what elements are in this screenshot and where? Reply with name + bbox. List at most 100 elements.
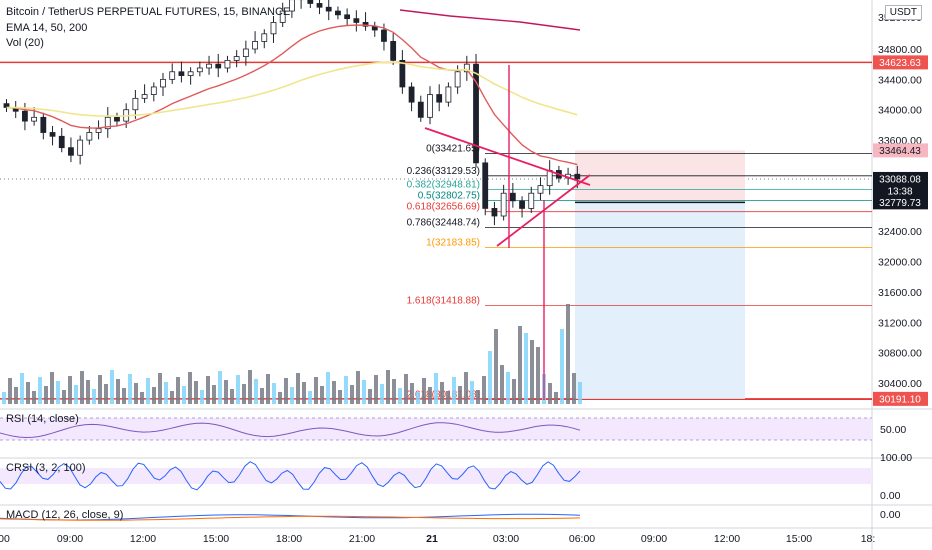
volume-bar [458, 386, 462, 404]
candle-up [196, 67, 203, 73]
candle-down [22, 110, 28, 122]
volume-bar [68, 376, 72, 404]
ema-50-line [6, 61, 578, 118]
price-tag-bg [873, 183, 928, 198]
symbol-title: Bitcoin / TetherUS PERPETUAL FUTURES, 15… [6, 6, 291, 18]
candle-up [500, 192, 507, 217]
volume-bar [518, 326, 522, 404]
volume-bar [152, 387, 156, 404]
candle-down [473, 63, 479, 164]
candle-up [252, 41, 258, 50]
volume-bar [248, 370, 252, 404]
volume-bar [578, 382, 582, 404]
volume-bar [380, 384, 384, 404]
volume-bar [326, 372, 330, 404]
volume-bar [308, 391, 312, 404]
volume-bar [398, 388, 402, 404]
candle-down [519, 200, 525, 209]
candle-down [381, 29, 387, 42]
volume-legend[interactable]: Vol (20) [6, 37, 44, 49]
candle-up [528, 192, 535, 209]
volume-bar [284, 378, 288, 404]
candle-up [454, 71, 461, 88]
fib-label-1.618: 1.618(31418.88) [407, 296, 480, 307]
volume-bar [32, 391, 36, 404]
candle-up [270, 22, 277, 35]
x-tick-label: 09:00 [641, 533, 667, 545]
volume-bar [242, 384, 246, 404]
volume-bar [188, 372, 192, 404]
volume-bar [470, 381, 474, 404]
candle-up [279, 10, 286, 23]
fib-label-0.5: 0.5(32802.75) [418, 191, 480, 202]
volume-bar [356, 371, 360, 404]
x-tick-label: 18:00 [276, 533, 302, 545]
volume-bar [122, 388, 126, 404]
volume-bar [278, 392, 282, 404]
volume-bar [74, 385, 78, 404]
candle-down [335, 10, 341, 16]
x-tick-label: 21:00 [349, 533, 375, 545]
volume-bar [290, 387, 294, 404]
volume-bar [524, 333, 528, 404]
price-tag-bg [873, 143, 928, 158]
volume-bar [44, 386, 48, 404]
crsi-pane-label[interactable]: CRSI (3, 2, 100) [6, 462, 86, 474]
candle-up [261, 33, 268, 42]
x-tick-label: 15:00 [203, 533, 229, 545]
candle-down [40, 116, 47, 133]
volume-bar [440, 382, 444, 404]
candle-up [233, 56, 240, 61]
candle-down [491, 208, 498, 217]
candle-down [390, 41, 397, 61]
candle-down [436, 94, 443, 103]
candle-down [58, 135, 65, 149]
volume-bar [446, 391, 450, 404]
rsi-pane-label[interactable]: RSI (14, close) [6, 413, 79, 425]
target-zone [575, 202, 745, 399]
volume-bar [320, 386, 324, 404]
volume-bar [182, 386, 186, 404]
candle-up [224, 59, 231, 69]
volume-bar [158, 373, 162, 404]
volume-bar [350, 385, 354, 404]
candle-up [77, 139, 84, 156]
volume-bar [512, 379, 516, 404]
volume-bar [416, 392, 420, 404]
volume-bar [410, 383, 414, 404]
currency-label[interactable]: USDT [884, 5, 922, 20]
rsi-band [0, 418, 872, 440]
volume-bar [176, 377, 180, 404]
price-tag-bg [873, 55, 928, 70]
volume-bar [566, 304, 570, 404]
volume-bar [80, 371, 84, 404]
y-tick-label: 30400.00 [878, 378, 922, 390]
candle-down [509, 192, 516, 202]
candle-down [3, 103, 10, 108]
volume-bar [392, 379, 396, 404]
volume-bar [464, 372, 468, 404]
volume-bar [20, 373, 24, 404]
candle-up [169, 71, 176, 80]
volume-bar [140, 392, 144, 404]
candle-down [574, 173, 581, 180]
candle-up [31, 116, 38, 122]
ema-14-line [6, 24, 578, 166]
macd-pane-label[interactable]: MACD (12, 26, close, 9) [6, 509, 124, 521]
pane-tick-label: 50.00 [880, 424, 906, 436]
price-tag-bg [873, 171, 928, 186]
volume-bar [206, 376, 210, 404]
y-tick-label: 30800.00 [878, 348, 922, 360]
volume-bar [110, 370, 114, 404]
fib-label-0.382: 0.382(32948.81) [407, 180, 480, 191]
volume-bar [530, 340, 534, 404]
volume-bar [260, 388, 264, 404]
ema-legend[interactable]: EMA 14, 50, 200 [6, 22, 88, 34]
volume-bar [572, 373, 576, 404]
x-tick-label: 03:00 [493, 533, 519, 545]
volume-bar [86, 380, 90, 404]
candle-down [307, 0, 314, 4]
volume-bar [428, 387, 432, 404]
candle-up [206, 63, 212, 69]
